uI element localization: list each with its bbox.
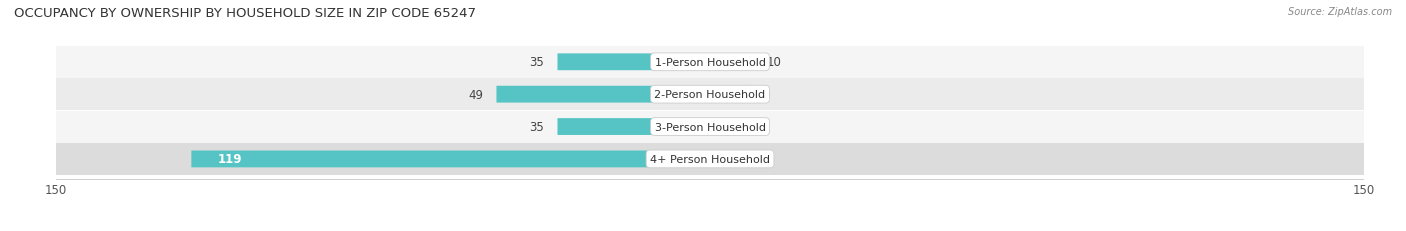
Legend: Owner-occupied, Renter-occupied: Owner-occupied, Renter-occupied: [579, 228, 841, 231]
Text: 1-Person Household: 1-Person Household: [655, 58, 765, 67]
Bar: [496, 86, 710, 103]
Text: 35: 35: [530, 56, 544, 69]
Text: 2-Person Household: 2-Person Household: [654, 90, 766, 100]
Bar: [56, 111, 1364, 143]
Text: 119: 119: [218, 153, 242, 166]
Text: OCCUPANCY BY OWNERSHIP BY HOUSEHOLD SIZE IN ZIP CODE 65247: OCCUPANCY BY OWNERSHIP BY HOUSEHOLD SIZE…: [14, 7, 477, 20]
Bar: [710, 54, 754, 71]
Text: 0: 0: [745, 121, 752, 134]
Text: 9: 9: [762, 88, 770, 101]
Bar: [191, 151, 710, 168]
Bar: [56, 79, 1364, 111]
Text: 3-Person Household: 3-Person Household: [655, 122, 765, 132]
Bar: [710, 151, 731, 168]
Bar: [56, 143, 1364, 175]
Bar: [710, 86, 749, 103]
Text: 4+ Person Household: 4+ Person Household: [650, 154, 770, 164]
Bar: [56, 47, 1364, 79]
Bar: [558, 54, 710, 71]
Bar: [558, 119, 710, 135]
Bar: [710, 119, 731, 135]
Text: 10: 10: [766, 56, 782, 69]
Text: 35: 35: [530, 121, 544, 134]
Text: 49: 49: [468, 88, 484, 101]
Text: Source: ZipAtlas.com: Source: ZipAtlas.com: [1288, 7, 1392, 17]
Text: 0: 0: [745, 153, 752, 166]
